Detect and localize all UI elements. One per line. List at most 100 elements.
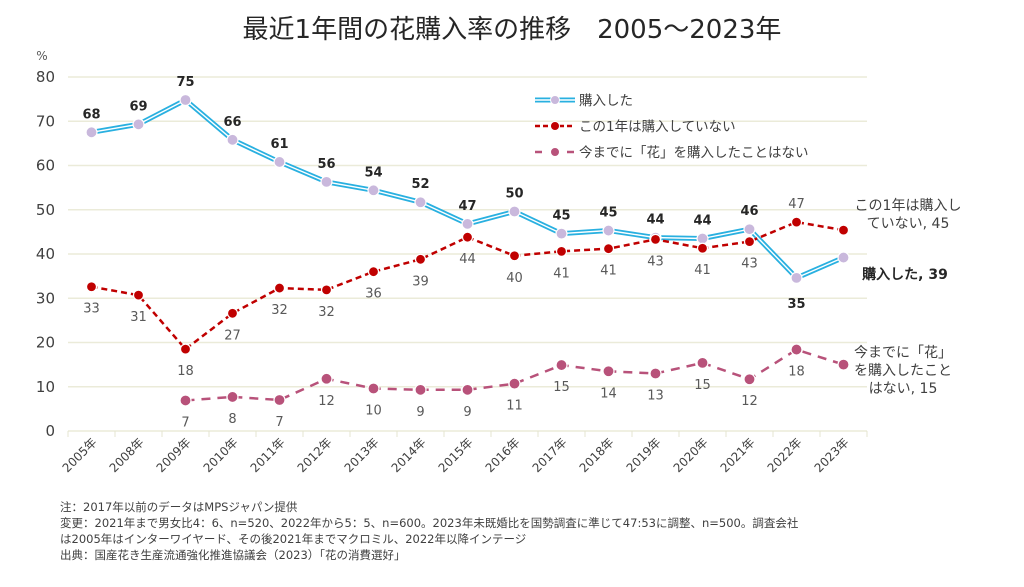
data-labels: 68 69 75 66 61 56 54 52 47 50 45 45 44 44 46 35 33 31 18 27… <box>82 75 805 430</box>
x-tick-label: 2005年 <box>60 435 100 475</box>
data-point <box>320 284 333 296</box>
data-point <box>461 217 474 231</box>
data-point <box>696 242 709 254</box>
data-label: 15 <box>694 378 711 393</box>
y-tick-label: 0 <box>45 422 55 440</box>
data-label: 9 <box>463 405 471 420</box>
x-tick-label: 2019年 <box>624 435 664 475</box>
data-point <box>555 227 568 240</box>
series-layer <box>85 93 850 407</box>
legend-item-2[interactable]: 今までに「花」を購入したことはない <box>535 145 809 161</box>
data-label: 12 <box>318 394 335 409</box>
data-point <box>414 196 427 209</box>
data-label: 45 <box>599 206 617 221</box>
x-tick-label: 2022年 <box>765 435 805 475</box>
data-label: 52 <box>411 177 429 192</box>
data-point <box>461 231 474 243</box>
data-point <box>649 367 662 380</box>
x-tick-label: 2008年 <box>107 435 147 475</box>
data-label: 7 <box>181 415 189 430</box>
x-tick-label: 2015年 <box>436 435 476 475</box>
x-tick-label: 2009年 <box>154 435 194 475</box>
data-label: 18 <box>788 365 805 380</box>
data-point <box>367 266 380 278</box>
data-point <box>85 281 98 293</box>
data-label: 44 <box>693 214 711 229</box>
annotation-line: 今までに「花」 <box>854 345 952 361</box>
y-tick-label: 70 <box>36 112 55 130</box>
data-label: 27 <box>224 328 241 343</box>
data-point <box>555 245 568 257</box>
end-annotation-1: この1年は購入していない, 45 <box>855 198 962 232</box>
end-annotation-0: 購入した, 39 <box>861 266 948 283</box>
data-label: 12 <box>741 394 758 409</box>
data-label: 40 <box>506 271 523 286</box>
data-point <box>696 356 709 369</box>
data-point <box>602 365 615 378</box>
end-annotations: 購入した, 39 この1年は購入していない, 45 今までに「花」を購入したことはな… <box>854 198 961 397</box>
data-point <box>273 393 286 407</box>
y-axis-unit: % <box>36 49 47 63</box>
data-point <box>226 390 239 404</box>
y-axis-ticks: 0 10 20 30 40 50 60 70 80 <box>36 68 55 440</box>
data-label: 50 <box>505 187 523 202</box>
data-point <box>790 271 803 284</box>
data-label: 44 <box>459 252 476 267</box>
x-tick-label: 2012年 <box>295 435 335 475</box>
annotation-line: 購入した, 39 <box>861 266 948 283</box>
chart-title: 最近1年間の花購入率の推移 2005～2023年 <box>243 15 782 45</box>
data-label: 15 <box>553 380 570 395</box>
data-point <box>414 253 427 265</box>
data-point <box>508 377 521 390</box>
data-label: 75 <box>176 75 194 90</box>
data-label: 11 <box>506 399 523 414</box>
data-point <box>508 205 521 218</box>
data-point <box>273 282 286 294</box>
data-point <box>602 224 615 237</box>
data-point <box>837 358 850 371</box>
data-point <box>320 175 333 188</box>
data-point <box>226 307 239 319</box>
data-point <box>367 382 380 395</box>
legend-item-1[interactable]: この1年は購入していない <box>535 119 736 135</box>
data-point <box>320 372 333 385</box>
note-source-pre2017: 注：2017年以前のデータはMPSジャパン提供 <box>60 500 298 514</box>
data-point <box>273 155 286 169</box>
data-point <box>179 394 192 407</box>
y-tick-label: 40 <box>36 245 55 263</box>
x-tick-label: 2017年 <box>530 435 570 475</box>
data-point <box>555 358 568 372</box>
data-label: 43 <box>647 254 664 269</box>
data-label: 8 <box>228 412 236 427</box>
footnotes: 注：2017年以前のデータはMPSジャパン提供 変更：2021年まで男女比4：6… <box>60 499 798 563</box>
data-label: 61 <box>270 137 288 152</box>
data-label: 68 <box>82 107 100 122</box>
x-tick-label: 2023年 <box>812 435 852 475</box>
data-label: 44 <box>646 213 664 228</box>
data-point <box>743 236 756 248</box>
data-label: 41 <box>553 266 570 281</box>
note-changes: 変更：2021年まで男女比4：6、n=520、2022年から5：5、n=600。… <box>60 516 799 530</box>
data-point <box>226 133 239 146</box>
data-point <box>602 243 615 255</box>
data-label: 39 <box>412 274 429 289</box>
data-label: 46 <box>740 204 758 219</box>
x-tick-label: 2010年 <box>201 435 241 475</box>
data-point <box>837 251 850 264</box>
data-point <box>743 223 756 236</box>
data-label: 47 <box>788 197 805 212</box>
data-label: 7 <box>275 415 283 430</box>
data-label: 33 <box>83 302 100 317</box>
y-tick-label: 10 <box>36 378 55 396</box>
y-tick-label: 60 <box>36 157 55 175</box>
legend-marker <box>550 147 560 157</box>
end-annotation-2: 今までに「花」を購入したことはない, 15 <box>854 345 952 397</box>
note-citation: 出典：国産花き生産流通強化推進協議会（2023）「花の消費選好」 <box>60 548 406 562</box>
data-label: 13 <box>647 388 664 403</box>
legend-item-0[interactable]: 購入した <box>535 93 633 109</box>
data-point <box>461 383 474 396</box>
data-point <box>179 93 192 107</box>
data-label: 54 <box>364 165 382 180</box>
